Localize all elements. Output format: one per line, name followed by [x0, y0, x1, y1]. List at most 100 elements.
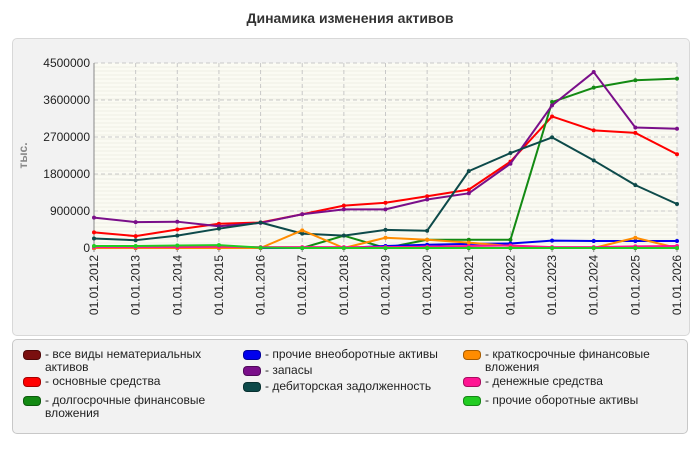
- series-point-9: [633, 246, 638, 250]
- chart-title: Динамика изменения активов: [246, 10, 454, 26]
- legend-item: прочие внеоборотные активы: [243, 348, 453, 361]
- x-tick-label: 01.01.2024: [587, 255, 601, 315]
- x-tick-label: 01.01.2012: [87, 255, 101, 315]
- legend-label: денежные средства: [485, 375, 603, 388]
- x-tick-label: 01.01.2014: [170, 255, 184, 315]
- y-axis-label: тыс.: [16, 142, 30, 168]
- series-point-9: [466, 246, 471, 250]
- legend-swatch: [243, 382, 261, 392]
- series-point-3: [591, 85, 596, 90]
- legend-label: запасы: [265, 364, 312, 377]
- series-point-2: [591, 128, 596, 133]
- legend-item: основные средства: [23, 375, 203, 388]
- series-point-9: [92, 243, 96, 248]
- series-point-9: [508, 246, 513, 250]
- y-tick-label: 4500000: [43, 56, 90, 70]
- legend-item: долгосрочные финансовые вложения: [23, 394, 223, 420]
- series-point-2: [675, 152, 679, 157]
- legend-swatch: [23, 396, 41, 406]
- legend-label: прочие внеоборотные активы: [265, 348, 438, 361]
- series-point-2: [175, 227, 180, 232]
- legend-item: запасы: [243, 364, 453, 377]
- x-tick-label: 01.01.2020: [420, 255, 434, 315]
- series-point-9: [300, 246, 305, 250]
- series-point-6: [92, 236, 96, 241]
- y-tick-label: 2700000: [43, 130, 90, 144]
- series-point-2: [133, 234, 138, 239]
- x-tick-label: 01.01.2025: [628, 255, 642, 315]
- legend-swatch: [243, 350, 261, 360]
- legend-swatch: [463, 396, 481, 406]
- legend-label: основные средства: [45, 375, 160, 388]
- series-point-4: [591, 239, 596, 244]
- series-point-9: [175, 243, 180, 248]
- x-tick-label: 01.01.2022: [503, 255, 517, 315]
- series-point-2: [383, 200, 388, 205]
- series-point-6: [341, 233, 346, 238]
- x-tick-label: 01.01.2013: [129, 255, 143, 315]
- series-point-3: [550, 100, 555, 105]
- y-tick-label: 900000: [50, 204, 90, 218]
- legend-label: все виды нематериальных активов: [45, 348, 203, 374]
- series-point-4: [675, 239, 679, 244]
- series-point-6: [383, 227, 388, 232]
- series-point-6: [508, 151, 513, 156]
- y-tick-label: 0: [83, 241, 90, 255]
- series-point-2: [466, 187, 471, 192]
- series-point-9: [591, 246, 596, 250]
- series-point-9: [258, 245, 263, 250]
- series-point-4: [633, 239, 638, 244]
- legend-item: краткосрочные финансовые вложения: [463, 348, 663, 374]
- series-point-9: [133, 243, 138, 248]
- series-point-9: [383, 246, 388, 250]
- series-point-7: [425, 237, 430, 242]
- series-point-6: [633, 183, 638, 188]
- series-point-5: [300, 212, 305, 217]
- series-point-5: [92, 215, 96, 220]
- series-point-5: [175, 219, 180, 224]
- legend-label: дебиторская задолженность: [265, 380, 431, 393]
- line-chart: 0 900000 1800000 2700000 3600000 4500000 01.01…: [16, 56, 684, 315]
- x-tick-label: 01.01.2021: [462, 255, 476, 315]
- series-point-2: [425, 194, 430, 199]
- series-point-5: [133, 220, 138, 225]
- legend-swatch: [23, 350, 41, 360]
- series-point-4: [550, 238, 555, 243]
- series-point-6: [550, 135, 555, 140]
- series-point-6: [425, 228, 430, 233]
- series-point-5: [383, 207, 388, 212]
- series-point-7: [633, 235, 638, 240]
- series-point-9: [216, 243, 221, 248]
- series-point-5: [341, 207, 346, 212]
- series-point-3: [508, 237, 513, 242]
- x-tick-label: 01.01.2023: [545, 255, 559, 315]
- series-point-5: [675, 126, 679, 131]
- series-point-2: [633, 130, 638, 135]
- x-tick-label: 01.01.2015: [212, 255, 226, 315]
- series-point-2: [550, 114, 555, 119]
- legend-label: прочие оборотные активы: [485, 394, 638, 407]
- series-point-7: [383, 235, 388, 240]
- legend-swatch: [463, 350, 481, 360]
- legend-swatch: [243, 366, 261, 376]
- y-tick-label: 1800000: [43, 167, 90, 181]
- legend-swatch: [23, 377, 41, 387]
- series-point-6: [591, 158, 596, 163]
- legend-item: прочие оборотные активы: [463, 394, 663, 407]
- series-point-5: [550, 103, 555, 108]
- legend-label: долгосрочные финансовые вложения: [45, 394, 223, 420]
- series-point-6: [675, 202, 679, 207]
- series-point-3: [633, 78, 638, 83]
- series-point-6: [175, 233, 180, 238]
- legend-item: все виды нематериальных активов: [23, 348, 203, 374]
- series-point-6: [258, 220, 263, 225]
- x-tick-label: 01.01.2016: [254, 255, 268, 315]
- series-point-7: [466, 240, 471, 245]
- series-point-3: [466, 237, 471, 242]
- x-tick-label: 01.01.2019: [379, 255, 393, 315]
- series-point-5: [591, 70, 596, 75]
- series-point-3: [675, 76, 679, 81]
- x-tick-label: 01.01.2018: [337, 255, 351, 315]
- x-tick-label: 01.01.2026: [670, 255, 684, 315]
- series-point-9: [425, 246, 430, 250]
